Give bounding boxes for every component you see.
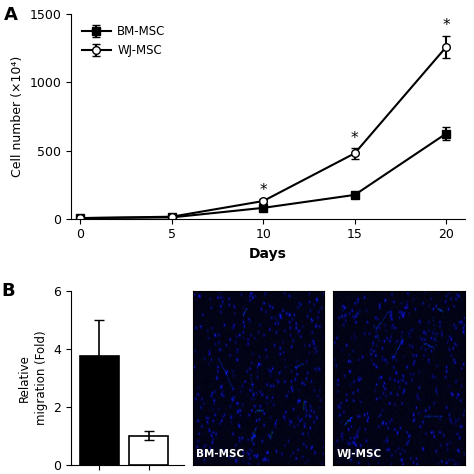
Bar <box>129 436 168 465</box>
Legend: BM-MSC, WJ-MSC: BM-MSC, WJ-MSC <box>77 20 170 62</box>
Bar <box>80 356 118 465</box>
Text: B: B <box>1 282 15 300</box>
Text: *: * <box>259 182 267 198</box>
Y-axis label: Cell number (×10⁴): Cell number (×10⁴) <box>11 56 24 177</box>
Text: A: A <box>4 6 18 24</box>
Text: BM-MSC: BM-MSC <box>196 449 244 459</box>
Text: *: * <box>351 131 358 146</box>
Y-axis label: Relative
migration (Fold): Relative migration (Fold) <box>18 330 48 425</box>
X-axis label: Days: Days <box>249 247 287 261</box>
Text: *: * <box>442 18 450 33</box>
Text: WJ-MSC: WJ-MSC <box>336 449 382 459</box>
